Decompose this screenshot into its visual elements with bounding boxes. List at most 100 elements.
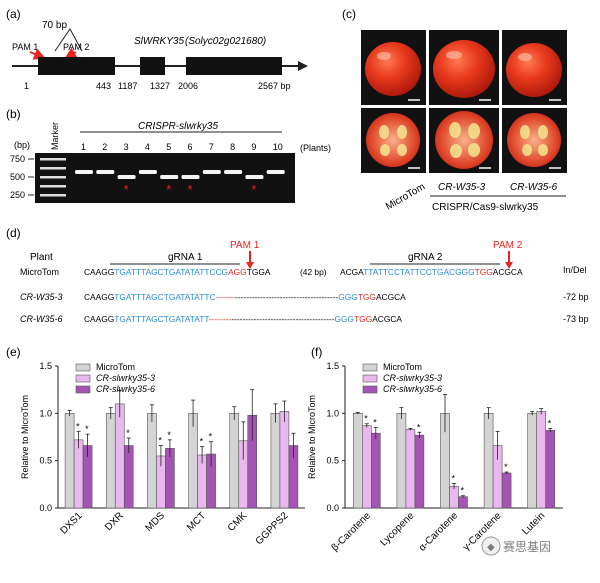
highlight <box>446 51 462 59</box>
deletion-bracket <box>54 28 83 52</box>
gel-band <box>160 175 179 179</box>
bar <box>165 448 175 509</box>
significance-star: * <box>417 422 421 432</box>
sequence-row: CAAGGTGATTTAGCTGATATATT-----------------… <box>84 314 402 324</box>
legend-label: CR-slwrky35-3 <box>96 373 155 383</box>
legend-swatch <box>362 363 378 372</box>
legend-swatch <box>75 363 91 372</box>
lane-number: 5 <box>166 142 171 152</box>
tick-label: 2567 bp <box>258 81 291 91</box>
bar <box>536 411 547 509</box>
panel-a-label: (a) <box>6 7 21 21</box>
lane-number: 3 <box>124 142 129 152</box>
row-name: CR-W35-6 <box>20 314 63 324</box>
chart-e: 0.0 0.5 1.0 1.5 Relative to MicroTom * * DXS1 * D… <box>20 361 305 547</box>
row-name: CR-W35-3 <box>20 292 63 302</box>
bar <box>279 411 290 509</box>
bar <box>188 413 198 509</box>
sequence-row: CAAGGTGATTTAGCTGATATATTCCGAGGTGGA <box>84 267 271 277</box>
pam2-arrow-head-icon <box>505 262 513 269</box>
tomato-cut <box>366 113 420 167</box>
tick-label: 1 <box>24 81 29 91</box>
significance-star: * <box>504 462 508 472</box>
significance-star: * <box>85 424 89 434</box>
bar <box>458 496 468 509</box>
mutant-star: * <box>188 182 193 197</box>
bar <box>352 413 363 509</box>
plants-label: (Plants) <box>300 143 331 153</box>
gel-band <box>75 170 93 174</box>
lane-number: 8 <box>230 142 235 152</box>
gel-title: CRISPR-slwrky35 <box>138 121 218 132</box>
legend-swatch <box>75 385 91 394</box>
gap-label: (42 bp) <box>300 267 327 277</box>
tomato-whole <box>506 43 562 97</box>
tomato-whole <box>365 42 421 96</box>
exon-1 <box>38 57 115 75</box>
lane-number: 9 <box>251 142 256 152</box>
significance-star: * <box>373 418 377 428</box>
gene-locus: (Solyc02g021680) <box>185 36 266 47</box>
mutant-star: * <box>124 182 129 197</box>
gene-arrow-icon <box>298 61 308 71</box>
bar <box>114 403 125 509</box>
panel-b: (b) CRISPR-slwrky35 Marker (bp) (Plants)… <box>6 107 331 203</box>
plant-header: Plant <box>30 252 53 263</box>
significance-star: * <box>76 421 80 431</box>
size-label: 500 <box>10 172 25 182</box>
category-label: Lycopene <box>378 510 416 548</box>
group-label: CRISPR/Cas9-slwrky35 <box>432 202 539 213</box>
y-tick-label: 1.5 <box>326 361 339 371</box>
bar <box>361 425 372 509</box>
legend-label: CR-slwrky35-6 <box>383 384 442 394</box>
bar <box>396 413 407 509</box>
significance-star: * <box>548 418 552 428</box>
lane-number: 2 <box>102 142 107 152</box>
tick-label: 1327 <box>150 81 170 91</box>
legend-swatch <box>362 385 378 394</box>
bar <box>105 413 116 509</box>
marker-label: Marker <box>50 122 60 150</box>
watermark-icon: ◆ <box>487 542 495 553</box>
gel-unit-label: (bp) <box>14 140 30 150</box>
tomato-cut <box>507 113 561 167</box>
indel-value: -73 bp <box>563 314 589 324</box>
category-label: MDS <box>144 510 168 534</box>
lane-number: 6 <box>188 142 193 152</box>
marker-band <box>40 185 66 188</box>
size-label: 750 <box>10 154 25 164</box>
deletion-size-label: 70 bp <box>42 20 67 31</box>
pam2-label-a: PAM 2 <box>63 42 89 52</box>
category-label: DXS1 <box>58 510 85 537</box>
marker-band <box>40 167 66 170</box>
gel-band <box>138 170 157 174</box>
bar <box>229 413 240 509</box>
panel-f-label: (f) <box>311 345 322 359</box>
panel-c-label: (c) <box>342 7 356 21</box>
panel-b-label: (b) <box>6 107 21 121</box>
bar <box>147 413 157 509</box>
significance-star: * <box>126 428 130 438</box>
legend-label: MicroTom <box>383 362 422 372</box>
lane-number: 7 <box>209 142 214 152</box>
category-label: α-Carotene <box>417 510 461 554</box>
marker-band <box>40 158 66 161</box>
y-tick-label: 1.0 <box>39 408 52 418</box>
category-label: GGPPS2 <box>254 510 291 547</box>
bar <box>64 413 75 509</box>
y-axis-title: Relative to MicroTom <box>307 395 317 479</box>
legend-label: CR-slwrky35-3 <box>383 373 442 383</box>
category-label: Lutein <box>520 510 547 537</box>
lane-number: 10 <box>273 142 283 152</box>
bar <box>527 413 538 509</box>
panel-a: (a) 70 bp SlWRKY35 (Solyc02g021680) PAM … <box>6 7 308 91</box>
watermark: ◆ 赛思基因 <box>481 536 551 556</box>
category-label: MCT <box>185 510 208 533</box>
tomato-photos <box>361 30 567 173</box>
tomato-cut <box>435 111 493 169</box>
lane-number: 1 <box>81 142 86 152</box>
row-name: MicroTom <box>20 267 59 277</box>
bar <box>449 485 459 509</box>
significance-star: * <box>452 473 456 483</box>
